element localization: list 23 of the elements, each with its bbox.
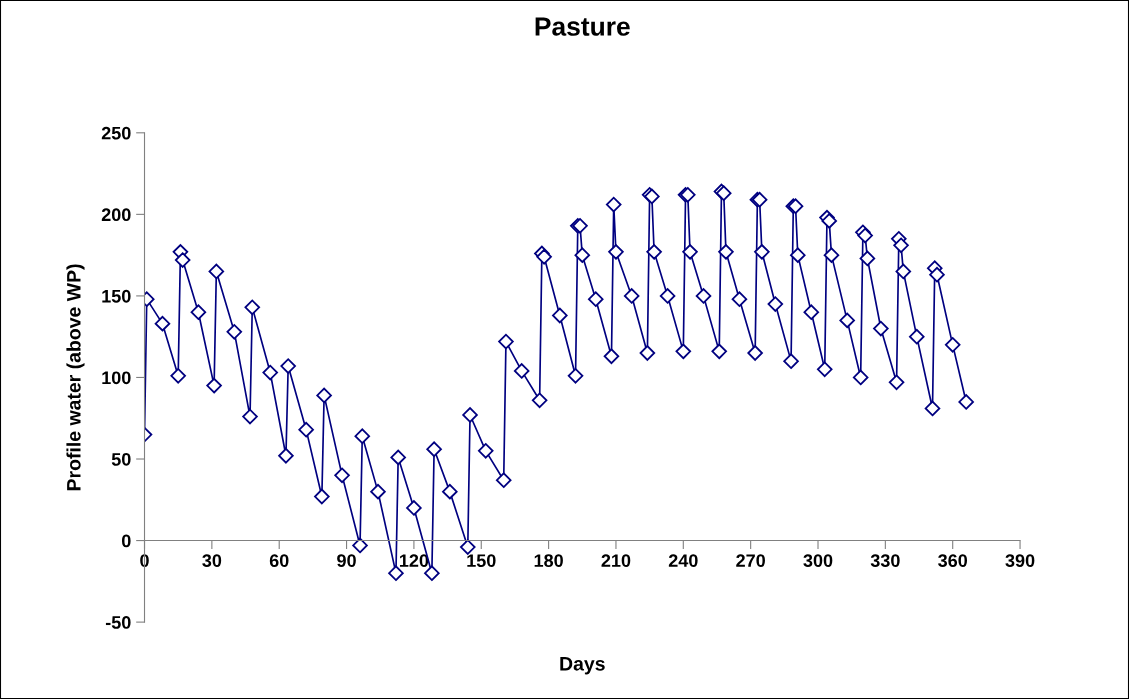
y-tick-label: 200 <box>101 208 131 222</box>
y-tick-label: 100 <box>102 371 131 385</box>
x-tick-label: 90 <box>337 554 356 568</box>
x-tick-label: 390 <box>1005 554 1035 568</box>
x-tick-label: 150 <box>467 554 496 568</box>
y-tick-label: 150 <box>102 289 131 303</box>
chart-title: Pasture <box>535 17 630 36</box>
x-tick-label: 60 <box>269 554 289 568</box>
x-tick-label: 180 <box>534 554 563 568</box>
x-tick-label: 300 <box>803 554 833 568</box>
y-tick-label: 250 <box>101 126 131 140</box>
y-tick-label: 50 <box>111 452 131 466</box>
x-tick-label: 330 <box>870 554 900 568</box>
x-tick-label: 270 <box>736 554 765 568</box>
x-axis-title: Days <box>560 657 605 675</box>
y-tick-label: -50 <box>105 616 131 629</box>
x-tick-label: 30 <box>202 554 222 568</box>
x-tick-label: 210 <box>601 554 631 568</box>
x-tick-label: 240 <box>668 554 698 568</box>
y-axis-title: Profile water (above WP) <box>66 264 85 491</box>
x-tick-label: 120 <box>399 554 429 568</box>
x-tick-label: 360 <box>938 554 968 568</box>
y-tick-label: 0 <box>121 534 131 548</box>
